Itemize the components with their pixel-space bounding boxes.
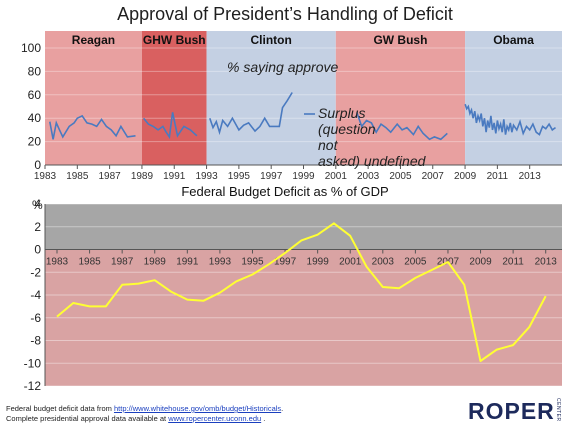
approval-line-reagan <box>49 114 136 140</box>
approval-x-tick: 1997 <box>260 171 283 182</box>
band-ghw-bush <box>141 31 207 165</box>
annotation-saying-approve: % saying approve <box>227 59 339 75</box>
band-reagan <box>45 31 142 165</box>
approval-x-tick: 1993 <box>195 171 218 182</box>
president-label-ghw-bush: GHW Bush <box>143 33 206 47</box>
deficit-x-tick: 2005 <box>404 257 427 268</box>
roper-logo: ROPER <box>468 398 555 424</box>
deficit-line <box>56 222 547 362</box>
approval-x-tick: 2013 <box>519 171 542 182</box>
surplus-note-line: asked) undefined <box>318 153 427 169</box>
whitehouse-link[interactable]: http://www.whitehouse.gov/omb/budget/His… <box>113 404 282 413</box>
deficit-y-tick: 0 <box>34 243 41 257</box>
roper-logo-center: CENTER <box>555 398 561 422</box>
footer-line-1: Federal budget deficit data from http://… <box>6 404 283 414</box>
band-gw-bush <box>335 31 466 165</box>
approval-x-tick: 2007 <box>422 171 445 182</box>
deficit-x-tick: 1995 <box>241 257 264 268</box>
deficit-background <box>45 204 562 386</box>
roper-link[interactable]: www.ropercenter.uconn.edu <box>168 414 262 423</box>
deficit-x-tick: 2003 <box>372 257 395 268</box>
approval-x-tick: 1987 <box>99 171 122 182</box>
approval-line-gw-bush <box>356 112 448 141</box>
deficit-x-tick: 1989 <box>144 257 167 268</box>
approval-y-tick: 80 <box>28 64 42 78</box>
deficit-x-tick: 1985 <box>78 257 101 268</box>
deficit-y-tick: -6 <box>30 311 41 325</box>
approval-y-tick: 60 <box>28 88 42 102</box>
presidency-bands: Reagan GHW Bush Clinton GW Bush Obama <box>45 31 562 165</box>
approval-y-tick: 40 <box>28 111 42 125</box>
deficit-y-tick: 4 <box>34 197 41 211</box>
deficit-chart-title: Federal Budget Deficit as % of GDP <box>181 184 388 199</box>
footer-text-2: Complete presidential approval data avai… <box>6 414 169 423</box>
footer: Federal budget deficit data from http://… <box>6 404 283 424</box>
deficit-y-tick: -2 <box>30 265 41 279</box>
deficit-x-tick: 1997 <box>274 257 297 268</box>
approval-y-tick: 0 <box>34 158 41 172</box>
surplus-zone <box>45 204 562 250</box>
deficit-x-tick: 2001 <box>339 257 362 268</box>
approval-x-tick: 1991 <box>163 171 186 182</box>
president-label-obama: Obama <box>493 33 534 47</box>
president-label-reagan: Reagan <box>72 33 115 47</box>
footer-suffix-2: . <box>261 414 266 423</box>
approval-x-tick: 1983 <box>34 171 57 182</box>
deficit-x-tick: 2011 <box>502 257 524 268</box>
approval-line-ghw-bush <box>142 112 198 140</box>
deficit-y-tick: -8 <box>30 334 41 348</box>
approval-x-tick: 1999 <box>292 171 315 182</box>
deficit-series <box>56 222 547 362</box>
approval-x-tick: 2005 <box>389 171 412 182</box>
footer-text-1: Federal budget deficit data from <box>6 404 114 413</box>
deficit-x-tick: 1983 <box>46 257 69 268</box>
approval-x-tick: 1989 <box>131 171 154 182</box>
president-label-gw-bush: GW Bush <box>373 33 427 47</box>
deficit-x-tick: 2009 <box>469 257 492 268</box>
deficit-y-tick: -12 <box>24 379 42 393</box>
approval-y-tick: 100 <box>21 41 41 55</box>
footer-line-2: Complete presidential approval data avai… <box>6 414 283 424</box>
approval-x-tick: 2003 <box>357 171 380 182</box>
deficit-y-tick: 2 <box>34 220 41 234</box>
deficit-x-tick: 2013 <box>535 257 558 268</box>
deficit-y-tick: -10 <box>24 356 42 370</box>
deficit-x-tick: 1991 <box>176 257 199 268</box>
approval-x-axis: 1983 1985 1987 1989 1991 1993 1995 1997 1999 2001… <box>34 165 541 182</box>
surplus-note-line: not <box>318 137 339 153</box>
approval-line-clinton <box>209 92 293 136</box>
deficit-y-tick: -4 <box>30 288 41 302</box>
approval-line-obama <box>464 103 556 136</box>
deficit-x-tick: 1987 <box>111 257 134 268</box>
band-obama <box>465 31 562 165</box>
approval-x-tick: 1985 <box>66 171 89 182</box>
approval-x-tick: 2011 <box>487 171 509 182</box>
president-label-clinton: Clinton <box>251 33 292 47</box>
footer-suffix-1: . <box>281 404 284 413</box>
deficit-x-axis: 1983 1985 1987 1989 1991 1993 1995 1997 1999 2001… <box>46 249 558 268</box>
deficit-zone <box>45 249 562 386</box>
band-clinton <box>206 31 336 165</box>
deficit-x-tick: 1999 <box>307 257 330 268</box>
surplus-note-line: (question <box>318 121 376 137</box>
deficit-y-unit: % <box>32 198 43 212</box>
approval-series <box>49 92 556 141</box>
approval-x-tick: 2009 <box>454 171 477 182</box>
deficit-x-tick: 1993 <box>209 257 232 268</box>
deficit-y-axis: -12 -10 -8 -6 -4 -2 0 2 4 <box>24 197 562 393</box>
approval-x-tick: 1995 <box>228 171 251 182</box>
chart-title: Approval of President’s Handling of Defi… <box>117 4 453 24</box>
approval-chart: Reagan GHW Bush Clinton GW Bush Obama 0 20 40 6… <box>21 31 562 182</box>
approval-x-tick: 2001 <box>325 171 348 182</box>
approval-y-tick: 20 <box>28 135 42 149</box>
surplus-note-line: Surplus <box>318 105 365 121</box>
